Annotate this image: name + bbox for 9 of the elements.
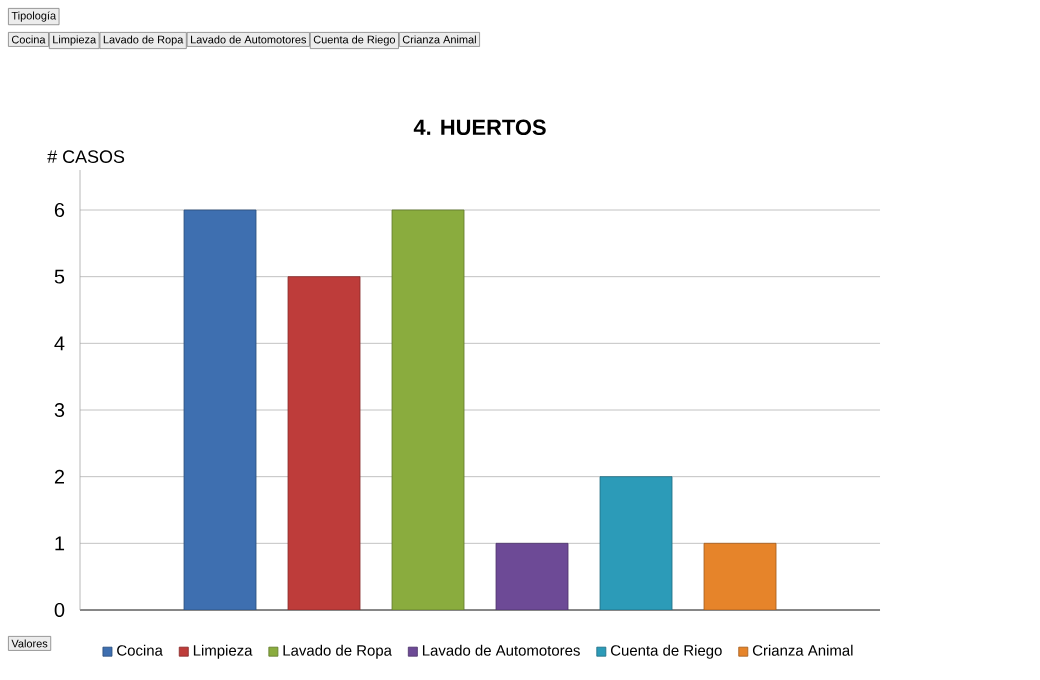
y-tick-label: 2 (54, 469, 65, 484)
chart-title: 4. HUERTOS (413, 119, 546, 136)
y-tick-label: 6 (54, 202, 65, 218)
y-tick-label: 5 (54, 269, 65, 284)
y-tick-label: 4 (54, 336, 65, 351)
y-tick-label: 0 (54, 602, 65, 618)
y-tick-label: 3 (54, 402, 65, 418)
y-axis-title: # CASOS (47, 150, 125, 163)
y-tick-label: 1 (55, 536, 65, 551)
